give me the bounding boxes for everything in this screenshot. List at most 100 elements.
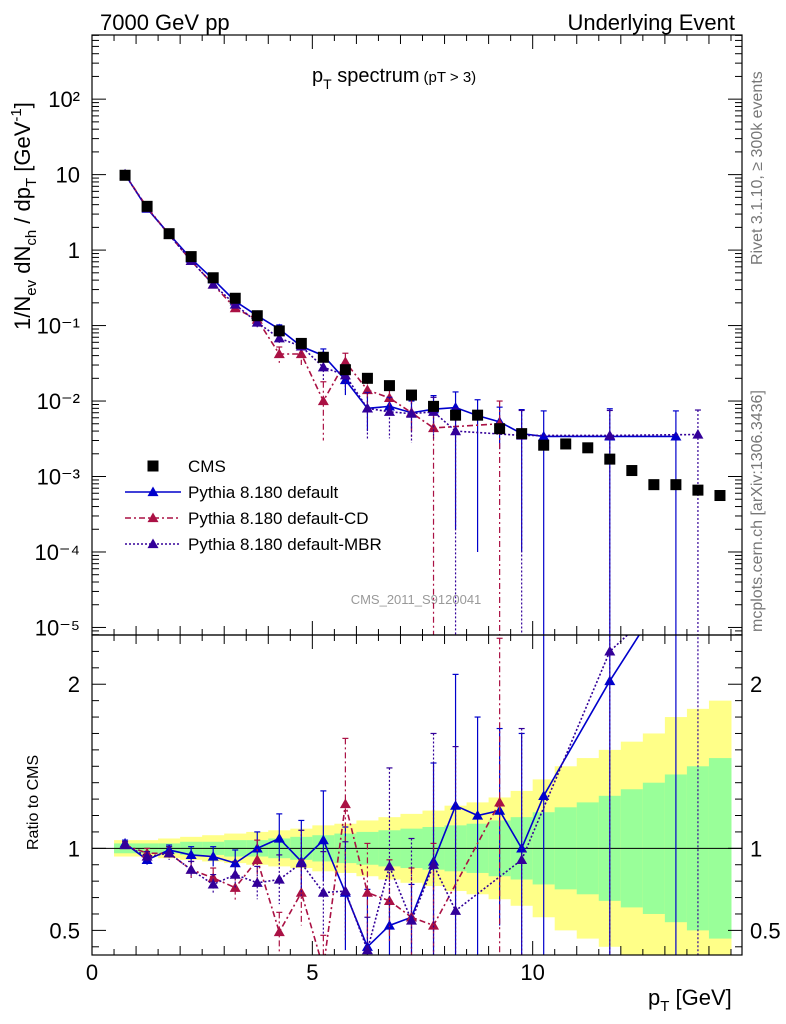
legend-entry-0: CMS bbox=[147, 457, 226, 476]
header-left: 7000 GeV pp bbox=[100, 10, 230, 35]
data-point bbox=[692, 429, 704, 439]
ratio-point bbox=[273, 926, 285, 937]
data-point bbox=[295, 348, 307, 359]
ratio-point bbox=[251, 842, 263, 853]
ratio-point bbox=[317, 834, 329, 845]
cms-point bbox=[428, 400, 440, 412]
ratio-tick-label: 1 bbox=[68, 836, 80, 861]
ratio-tick-label-right: 0.5 bbox=[750, 918, 781, 943]
legend-entry-1: Pythia 8.180 default bbox=[125, 483, 339, 502]
legend-marker bbox=[147, 512, 159, 523]
cms-point bbox=[516, 428, 528, 440]
cms-point bbox=[714, 490, 726, 502]
ratio-tick-label: 0.5 bbox=[49, 918, 80, 943]
x-tick-label: 0 bbox=[86, 960, 98, 985]
cms-point bbox=[626, 465, 638, 477]
data-point bbox=[405, 408, 417, 418]
ratio-point bbox=[538, 790, 550, 800]
y-tick-label: 1 bbox=[68, 238, 80, 263]
main-series-1 bbox=[119, 169, 506, 635]
ratio-tick-label-right: 2 bbox=[750, 672, 762, 697]
y-tick-label: 10⁻⁴ bbox=[34, 540, 80, 565]
cms-point bbox=[317, 351, 329, 363]
cms-point bbox=[472, 409, 484, 421]
legend-marker bbox=[147, 538, 159, 549]
legend-marker bbox=[147, 486, 159, 497]
x-axis-label: pT [GeV] bbox=[648, 985, 732, 1015]
series-line bbox=[124, 173, 676, 438]
ratio-clip-group bbox=[119, 564, 703, 955]
legend-entry-3: Pythia 8.180 default-MBR bbox=[125, 535, 382, 554]
cms-point bbox=[692, 484, 704, 496]
ratio-point bbox=[185, 864, 197, 874]
analysis-watermark: CMS_2011_S9120041 bbox=[351, 592, 482, 607]
ratio-frame bbox=[91, 634, 743, 956]
ratio-point bbox=[185, 849, 197, 860]
data-point bbox=[339, 356, 351, 367]
y-tick-label: 10⁻² bbox=[37, 389, 80, 414]
cms-point bbox=[494, 423, 506, 435]
ratio-point bbox=[383, 860, 395, 871]
data-point bbox=[273, 348, 285, 359]
y-tick-label: 10⁻³ bbox=[37, 465, 80, 490]
ratio-point bbox=[450, 800, 462, 810]
cms-point bbox=[339, 364, 351, 376]
side-label-mcplots: mcplots.cern.ch [arXiv:1306.3436] bbox=[749, 390, 766, 632]
ratio-point bbox=[692, 564, 703, 574]
ratio-point bbox=[361, 944, 373, 955]
legend-label: Pythia 8.180 default-CD bbox=[188, 509, 369, 528]
ratio-point bbox=[207, 872, 219, 882]
data-point bbox=[383, 406, 395, 416]
data-point bbox=[317, 395, 329, 406]
ratio-point bbox=[251, 877, 263, 887]
data-point bbox=[604, 429, 616, 440]
ratio-point bbox=[339, 798, 351, 809]
legend-label: Pythia 8.180 default bbox=[188, 483, 339, 502]
data-point bbox=[450, 402, 462, 412]
axes-frames: 0 5 10 10⁻⁵ 10⁻⁴ 10⁻³ 10⁻² 10⁻¹ 1 10 10² 0.5 0.5 1 1 2 2 bbox=[34, 34, 781, 985]
ratio-panel-data bbox=[119, 564, 703, 955]
main-panel-data bbox=[119, 168, 726, 635]
data-point bbox=[317, 361, 329, 372]
cms-point bbox=[604, 453, 616, 465]
ratio-point bbox=[163, 847, 175, 858]
cms-point bbox=[582, 442, 594, 454]
y-tick-label: 10⁻⁵ bbox=[35, 615, 80, 640]
data-point bbox=[670, 430, 682, 441]
ratio-tick-label-right: 1 bbox=[750, 836, 762, 861]
ratio-point bbox=[516, 842, 528, 853]
ratio-tick-label: 2 bbox=[68, 672, 80, 697]
ratio-point bbox=[229, 869, 241, 879]
ratio-series-2 bbox=[119, 564, 703, 955]
ratio-point bbox=[317, 887, 329, 897]
plot-title: pT spectrum (pT > 3) bbox=[312, 65, 476, 92]
cms-point bbox=[383, 380, 395, 392]
legend-entry-2: Pythia 8.180 default-CD bbox=[125, 509, 369, 528]
legend-marker-cms bbox=[147, 460, 159, 472]
cms-point bbox=[648, 479, 660, 491]
cms-point bbox=[560, 438, 572, 450]
cms-point bbox=[295, 337, 307, 349]
data-point bbox=[251, 316, 263, 327]
data-point bbox=[450, 425, 462, 436]
ratio-point bbox=[361, 887, 373, 897]
y-tick-label: 10 bbox=[56, 163, 80, 188]
x-tick-label: 10 bbox=[520, 960, 544, 985]
cms-point bbox=[405, 389, 417, 401]
data-point bbox=[207, 279, 219, 289]
cms-point bbox=[670, 479, 682, 491]
main-series-cms bbox=[119, 169, 726, 502]
cms-point bbox=[141, 200, 153, 212]
ratio-point bbox=[273, 832, 285, 843]
cms-point bbox=[229, 292, 241, 304]
cms-point bbox=[185, 251, 197, 263]
ratio-point bbox=[251, 854, 263, 864]
y-tick-label: 10² bbox=[48, 87, 80, 112]
ratio-band bbox=[92, 700, 742, 955]
y-tick-label: 10⁻¹ bbox=[37, 314, 80, 339]
cms-point bbox=[273, 325, 285, 337]
side-label-rivet: Rivet 3.1.10, ≥ 300k events bbox=[749, 71, 766, 265]
y-axis-label: 1/Nev dNch / dpT [GeV-1] bbox=[8, 102, 40, 330]
cms-point bbox=[361, 372, 373, 384]
